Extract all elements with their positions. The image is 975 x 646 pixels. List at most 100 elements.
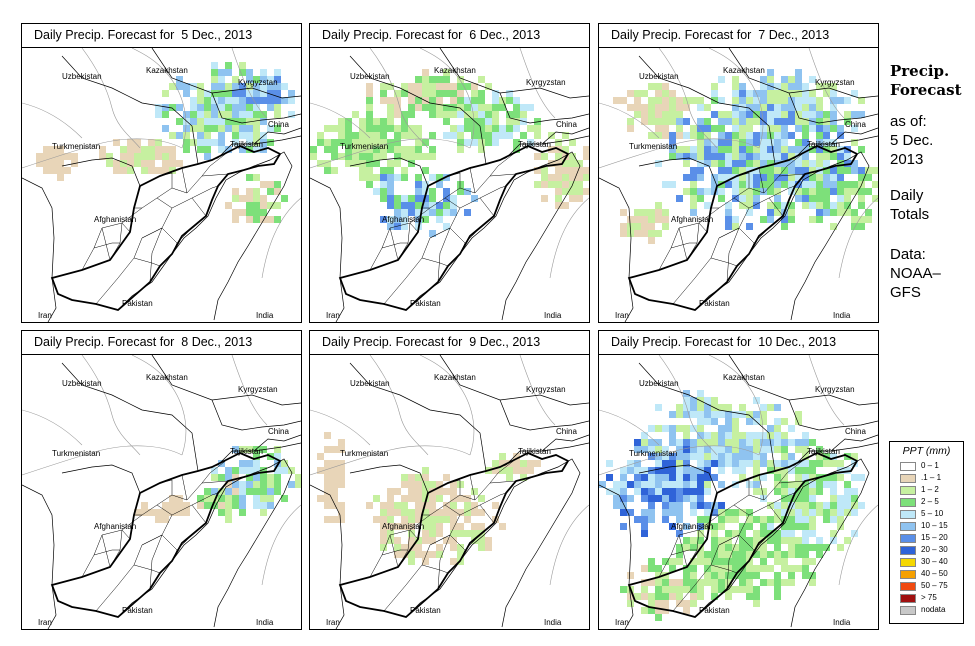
data-source-name: NOAA– [890, 265, 941, 282]
country-label-kazakhstan: Kazakhstan [146, 66, 188, 75]
legend-swatch [900, 558, 916, 567]
country-label-uzbekistan: Uzbekistan [350, 72, 390, 81]
country-label-turkmenistan: Turkmenistan [340, 449, 389, 458]
legend-swatch [900, 534, 916, 543]
legend-label: 15 – 20 [921, 533, 948, 542]
country-label-china: China [556, 120, 577, 129]
country-label-china: China [845, 427, 866, 436]
country-label-iran: Iran [615, 618, 629, 627]
country-label-turkmenistan: Turkmenistan [629, 142, 678, 151]
legend-item: > 75 [900, 593, 960, 604]
afghanistan-border [50, 145, 282, 311]
country-label-turkmenistan: Turkmenistan [52, 449, 101, 458]
legend-swatch [900, 594, 916, 603]
legend-label: 1 – 2 [921, 485, 939, 494]
country-label-iran: Iran [326, 618, 340, 627]
legend-item: 30 – 40 [900, 557, 960, 568]
afghanistan-border [338, 452, 570, 618]
country-label-iran: Iran [38, 618, 52, 627]
legend-item: 15 – 20 [900, 533, 960, 544]
country-label-afghanistan: Afghanistan [94, 522, 137, 531]
legend-label: 20 – 30 [921, 545, 948, 554]
totals-line: Daily [890, 187, 924, 204]
precip-grid [310, 69, 589, 237]
map-canvas [310, 355, 589, 629]
legend-swatch [900, 606, 916, 615]
country-label-india: India [833, 311, 851, 320]
country-label-uzbekistan: Uzbekistan [639, 379, 679, 388]
country-label-kyrgyzstan: Kyrgyzstan [815, 78, 855, 87]
sidebar-title-line: Precip. [890, 62, 950, 80]
map-panel-dec-5: Daily Precip. Forecast for 5 Dec., 2013 … [21, 23, 302, 323]
map-panel-dec-9: Daily Precip. Forecast for 9 Dec., 2013 … [309, 330, 590, 630]
sidebar-title-line: Forecast [890, 81, 962, 99]
country-label-uzbekistan: Uzbekistan [350, 379, 390, 388]
legend-swatch [900, 498, 916, 507]
legend-item: 50 – 75 [900, 581, 960, 592]
legend-label: 0 – 1 [921, 461, 939, 470]
country-label-tajikistan: Tajikistan [807, 447, 840, 456]
data-source-label: Data: [890, 246, 926, 263]
legend-label: 40 – 50 [921, 569, 948, 578]
country-label-india: India [833, 618, 851, 627]
precip-grid [599, 390, 865, 621]
precip-grid [317, 432, 541, 565]
country-label-iran: Iran [38, 311, 52, 320]
country-label-turkmenistan: Turkmenistan [52, 142, 101, 151]
legend-label: nodata [921, 605, 946, 614]
country-label-kyrgyzstan: Kyrgyzstan [238, 385, 278, 394]
country-label-kyrgyzstan: Kyrgyzstan [526, 385, 566, 394]
country-label-pakistan: Pakistan [699, 606, 730, 615]
legend-swatch [900, 522, 916, 531]
legend-swatch [900, 510, 916, 519]
country-label-uzbekistan: Uzbekistan [639, 72, 679, 81]
legend: PPT (mm) 0 – 1 .1 – 1 1 – 2 2 – 5 5 – 10 10 –… [889, 441, 964, 624]
country-label-afghanistan: Afghanistan [382, 522, 425, 531]
data-source-model: GFS [890, 284, 921, 301]
legend-swatch [900, 546, 916, 555]
legend-item: 20 – 30 [900, 545, 960, 556]
country-label-pakistan: Pakistan [699, 299, 730, 308]
country-label-kyrgyzstan: Kyrgyzstan [526, 78, 566, 87]
precip-map: Kazakhstan Uzbekistan Kyrgyzstan China Tajik… [22, 48, 301, 322]
afghanistan-border [50, 452, 282, 618]
legend-item: 2 – 5 [900, 497, 960, 508]
map-canvas [22, 48, 301, 322]
legend-swatch [900, 462, 916, 471]
map-canvas [599, 48, 878, 322]
legend-label: 2 – 5 [921, 497, 939, 506]
as-of-day: 5 Dec. [890, 132, 934, 149]
map-panel-dec-8: Daily Precip. Forecast for 8 Dec., 2013 … [21, 330, 302, 630]
precip-grid [36, 62, 295, 223]
country-label-tajikistan: Tajikistan [230, 140, 263, 149]
panel-title: Daily Precip. Forecast for 7 Dec., 2013 [599, 24, 878, 48]
country-label-china: China [556, 427, 577, 436]
country-label-iran: Iran [326, 311, 340, 320]
precip-map: Kazakhstan Uzbekistan Kyrgyzstan China Tajik… [599, 355, 878, 629]
map-panel-dec-7: Daily Precip. Forecast for 7 Dec., 2013 … [598, 23, 879, 323]
country-label-turkmenistan: Turkmenistan [629, 449, 678, 458]
country-label-india: India [544, 311, 562, 320]
country-label-pakistan: Pakistan [410, 606, 441, 615]
totals-note: Daily Totals [890, 186, 974, 224]
panel-title: Daily Precip. Forecast for 8 Dec., 2013 [22, 331, 301, 355]
legend-item: nodata [900, 605, 960, 616]
country-label-tajikistan: Tajikistan [518, 447, 551, 456]
precip-map: Kazakhstan Uzbekistan Kyrgyzstan China Tajik… [310, 355, 589, 629]
country-label-iran: Iran [615, 311, 629, 320]
afghanistan-border [627, 452, 859, 618]
map-panel-dec-10: Daily Precip. Forecast for 10 Dec., 2013… [598, 330, 879, 630]
legend-swatch [900, 474, 916, 483]
map-canvas [22, 355, 301, 629]
country-label-tajikistan: Tajikistan [807, 140, 840, 149]
country-label-tajikistan: Tajikistan [230, 447, 263, 456]
precip-grid [134, 446, 301, 523]
legend-label: 30 – 40 [921, 557, 948, 566]
panel-title: Daily Precip. Forecast for 6 Dec., 2013 [310, 24, 589, 48]
country-label-india: India [256, 618, 274, 627]
legend-swatch [900, 570, 916, 579]
country-label-china: China [845, 120, 866, 129]
legend-item: 1 – 2 [900, 485, 960, 496]
legend-swatch [900, 582, 916, 591]
precip-grid [613, 69, 878, 244]
